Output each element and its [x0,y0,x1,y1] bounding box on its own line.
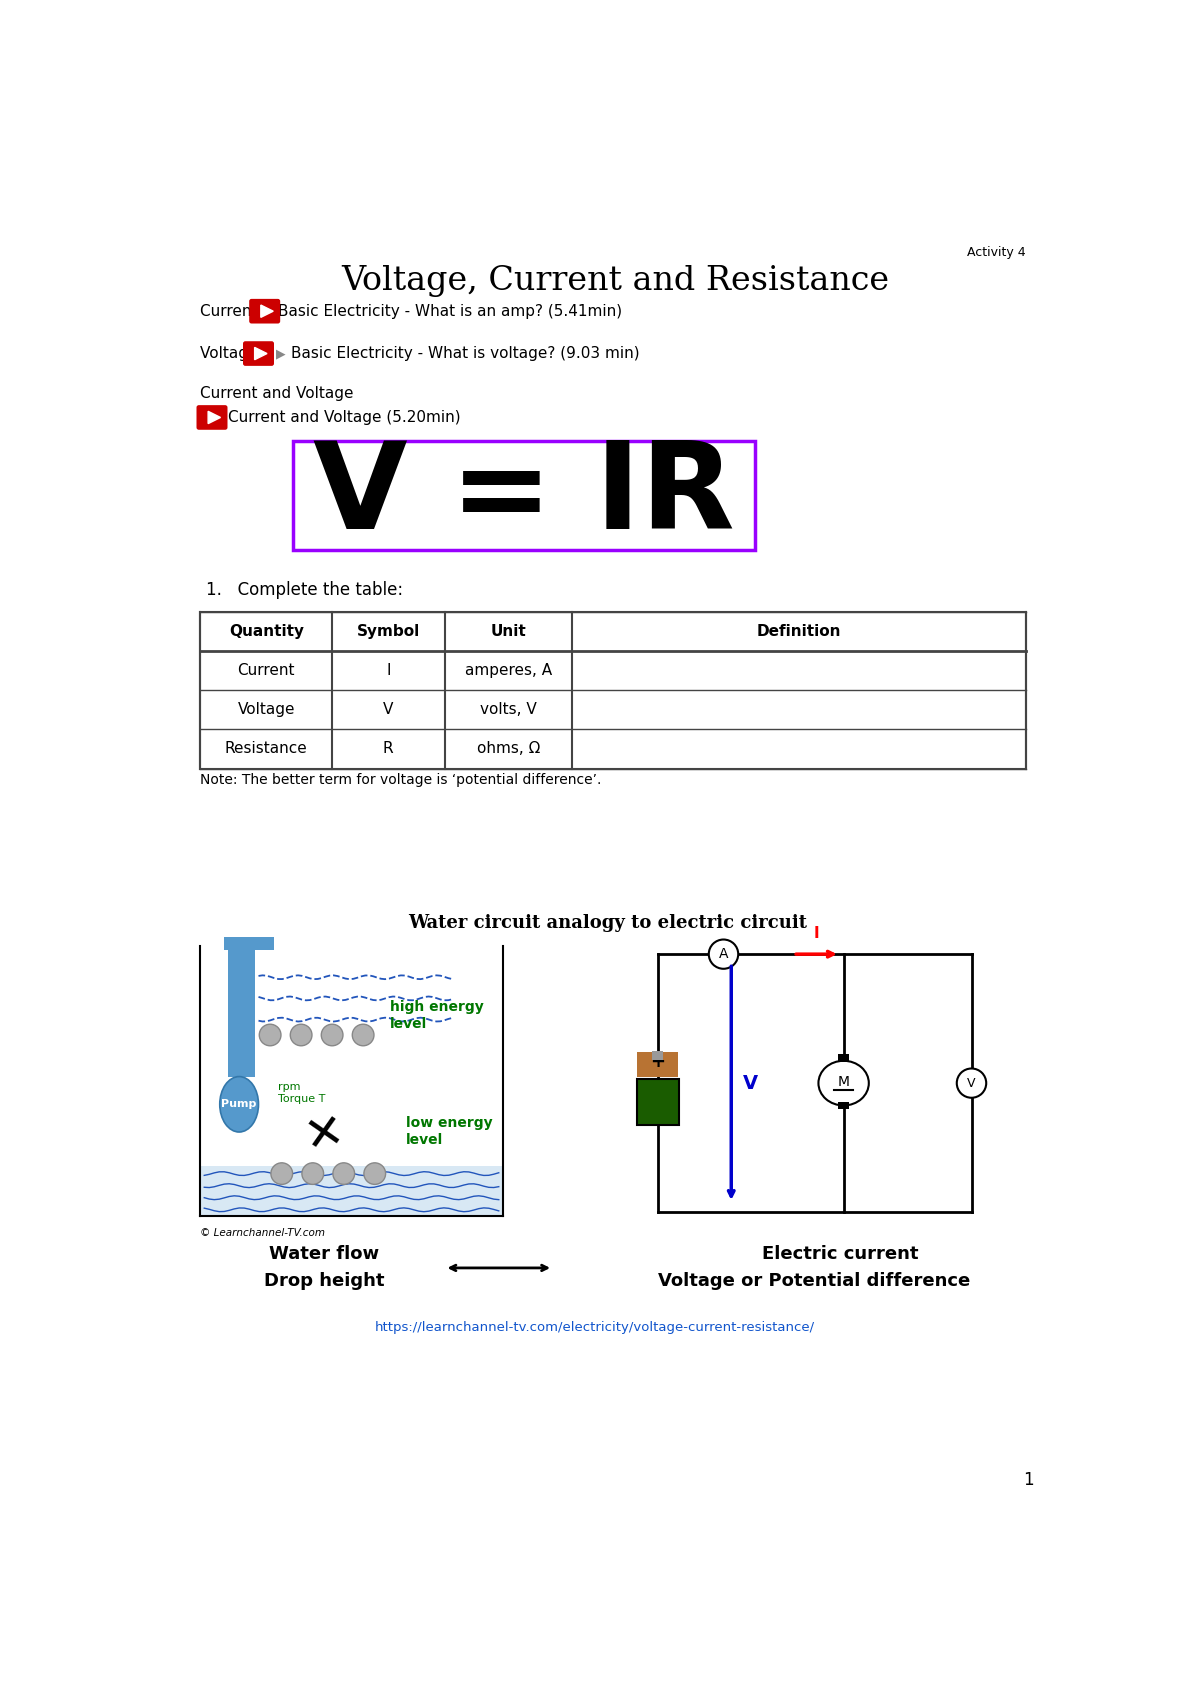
Circle shape [353,1024,374,1046]
Circle shape [271,1163,293,1185]
FancyBboxPatch shape [242,341,274,366]
Text: M: M [838,1075,850,1088]
Bar [838,1102,850,1109]
FancyBboxPatch shape [197,405,228,431]
Polygon shape [260,305,274,317]
Text: ▶: ▶ [276,347,286,359]
Text: R: R [383,741,394,756]
Bar [223,937,274,951]
Text: A: A [719,948,728,961]
Text: Basic Electricity - What is voltage? (9.03 min): Basic Electricity - What is voltage? (9.… [292,346,640,361]
Text: Definition: Definition [757,624,841,639]
Bar [293,441,755,549]
Text: Current: Current [238,663,295,678]
Text: Activity 4: Activity 4 [967,246,1026,259]
Text: V = IR: V = IR [313,437,734,554]
Text: +: + [650,1053,665,1071]
Text: Current -: Current - [200,303,274,319]
Text: 1.   Complete the table:: 1. Complete the table: [206,581,403,598]
Text: low energy
level: low energy level [406,1115,492,1148]
Bar [637,1080,678,1125]
Text: Note: The better term for voltage is ‘potential difference’.: Note: The better term for voltage is ‘po… [200,773,601,786]
Bar [838,1054,850,1061]
Polygon shape [254,347,268,359]
Text: high energy
level: high energy level [390,1000,484,1031]
Text: Unit: Unit [491,624,527,639]
Text: https://learnchannel-tv.com/electricity/voltage-current-resistance/: https://learnchannel-tv.com/electricity/… [374,1320,815,1334]
Text: amperes, A: amperes, A [464,663,552,678]
Circle shape [322,1024,343,1046]
Text: volts, V: volts, V [480,702,536,717]
Text: Quantity: Quantity [229,624,304,639]
Polygon shape [208,412,221,424]
Text: Symbol: Symbol [356,624,420,639]
Text: Pump: Pump [222,1100,257,1109]
Text: Voltage or Potential difference: Voltage or Potential difference [658,1273,970,1290]
Bar [228,941,254,1078]
Circle shape [290,1024,312,1046]
Text: Current and Voltage: Current and Voltage [200,386,354,402]
Text: Voltage -: Voltage - [200,346,274,361]
Text: Basic Electricity - What is an amp? (5.41min): Basic Electricity - What is an amp? (5.4… [278,303,622,319]
Text: ohms, Ω: ohms, Ω [476,741,540,756]
Bar [200,1166,503,1215]
Text: Current and Voltage (5.20min): Current and Voltage (5.20min) [228,410,460,425]
Circle shape [956,1068,986,1098]
Text: Voltage, Current and Resistance: Voltage, Current and Resistance [341,264,889,297]
Bar [200,612,1026,768]
Circle shape [332,1163,355,1185]
Text: Resistance: Resistance [224,741,307,756]
Text: Voltage: Voltage [238,702,295,717]
Text: © Learnchannel-TV.com: © Learnchannel-TV.com [200,1227,325,1237]
Circle shape [259,1024,281,1046]
Ellipse shape [818,1061,869,1105]
Ellipse shape [220,1076,258,1132]
Text: V: V [383,702,394,717]
Text: ✕: ✕ [301,1110,348,1161]
Text: I: I [814,925,820,941]
Bar [653,1051,664,1059]
Circle shape [364,1163,385,1185]
Bar [637,1051,678,1076]
Text: V: V [967,1076,976,1090]
Text: Electric current: Electric current [762,1246,919,1263]
Text: 1: 1 [1022,1471,1033,1490]
Text: I: I [386,663,390,678]
Text: rpm
Torque T: rpm Torque T [278,1081,325,1103]
FancyBboxPatch shape [250,298,281,324]
Circle shape [302,1163,324,1185]
Text: V: V [743,1073,758,1093]
Text: Water circuit analogy to electric circuit: Water circuit analogy to electric circui… [408,914,806,932]
Text: Water flow: Water flow [269,1246,379,1263]
Circle shape [709,939,738,970]
Text: Drop height: Drop height [264,1273,385,1290]
